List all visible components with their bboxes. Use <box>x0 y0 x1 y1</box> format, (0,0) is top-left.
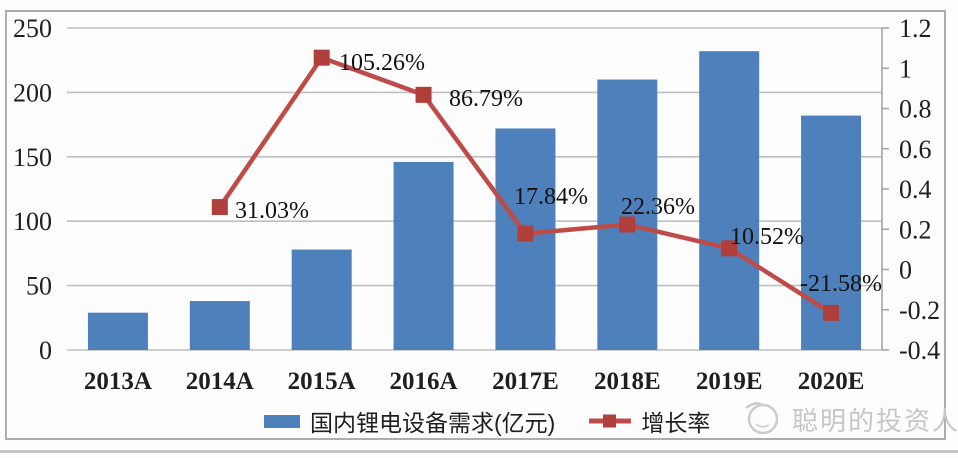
legend-line-marker-icon <box>589 414 632 428</box>
growth-point-label: -21.58% <box>800 271 882 297</box>
x-axis-label-2013A: 2013A <box>84 368 152 395</box>
left-axis-tick-label: 250 <box>13 14 52 43</box>
watermark-logo-icon <box>745 402 779 435</box>
right-axis-tick-label: 1 <box>899 54 912 83</box>
growth-marker <box>823 304 840 321</box>
legend-line-label: 增长率 <box>641 410 711 436</box>
growth-marker <box>415 86 432 103</box>
bar-2018E <box>597 79 658 351</box>
growth-marker <box>211 199 228 216</box>
x-axis-label-2018E: 2018E <box>594 368 661 395</box>
growth-marker <box>721 240 738 257</box>
legend-bar-swatch-icon <box>264 414 300 428</box>
x-axis-label-2020E: 2020E <box>798 368 865 395</box>
left-axis-tick-label: 150 <box>13 143 52 172</box>
growth-marker <box>517 225 534 242</box>
chart-legend: 国内锂电设备需求(亿元) 增长率 <box>264 404 710 438</box>
x-axis-label-2015A: 2015A <box>288 368 356 395</box>
left-axis-tick-label: 0 <box>39 336 52 365</box>
right-axis-tick-label: 0.2 <box>899 215 932 244</box>
right-axis-tick-label: -0.4 <box>899 336 940 365</box>
growth-point-label: 31.03% <box>235 198 309 224</box>
growth-point-label: 17.84% <box>514 184 588 210</box>
bar-2015A <box>291 249 352 350</box>
watermark-text: 聪明的投资人 <box>792 405 958 436</box>
growth-point-label: 22.36% <box>621 194 695 220</box>
growth-marker <box>313 49 330 66</box>
growth-point-label: 10.52% <box>730 224 804 250</box>
growth-marker <box>619 216 636 233</box>
bar-2014A <box>189 301 250 350</box>
bottom-divider <box>0 450 958 453</box>
x-axis-label-2014A: 2014A <box>186 368 254 395</box>
left-axis-tick-label: 100 <box>13 207 52 236</box>
right-axis-tick-label: 0.4 <box>899 175 932 204</box>
bar-2016A <box>393 161 454 350</box>
right-axis-tick-label: 1.2 <box>899 14 932 43</box>
right-axis-tick-label: 0 <box>899 256 912 285</box>
x-axis-label-2016A: 2016A <box>390 368 458 395</box>
legend-bar-label: 国内锂电设备需求(亿元) <box>310 410 556 436</box>
right-axis-tick-label: 0.8 <box>899 95 932 124</box>
growth-point-label: 105.26% <box>339 50 425 76</box>
right-axis-tick-label: -0.2 <box>899 296 940 325</box>
watermark: 聪明的投资人 <box>736 398 958 440</box>
left-axis-tick-label: 50 <box>26 272 52 301</box>
bar-2019E <box>699 51 760 351</box>
chart-border-frame <box>5 10 946 440</box>
right-axis-tick-label: 0.6 <box>899 135 932 164</box>
bar-2013A <box>87 312 148 350</box>
x-axis-label-2019E: 2019E <box>696 368 763 395</box>
x-axis-label-2017E: 2017E <box>492 368 559 395</box>
left-axis-tick-label: 200 <box>13 78 52 107</box>
growth-point-label: 86.79% <box>449 86 523 112</box>
